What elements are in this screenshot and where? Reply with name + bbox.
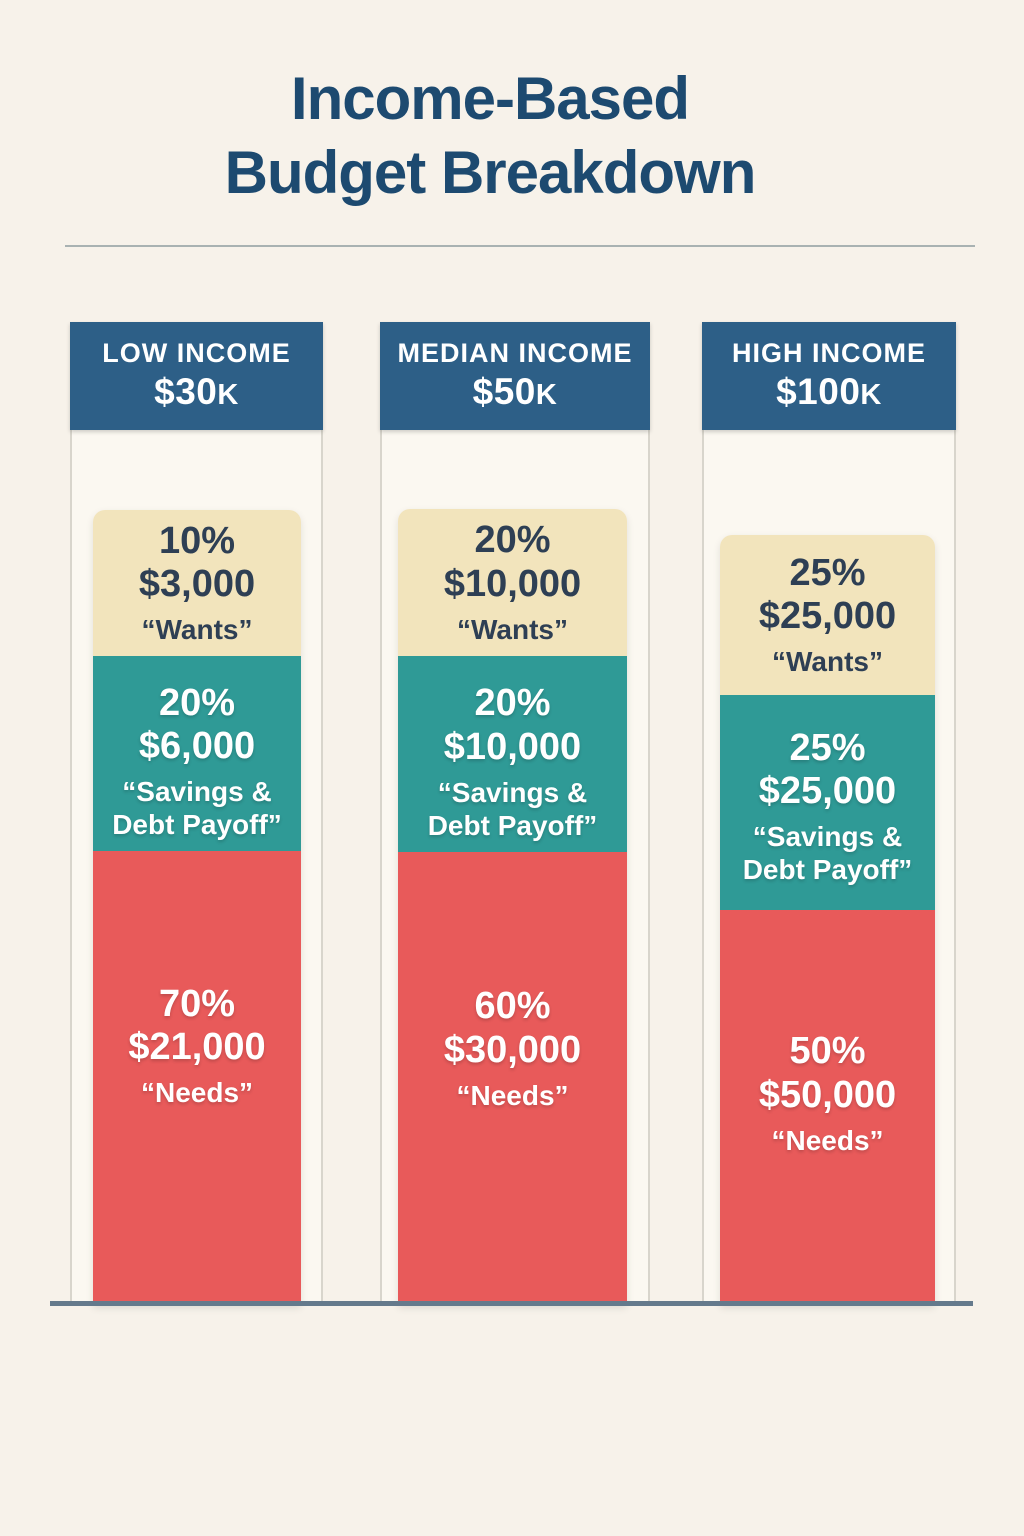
column-border-right: [648, 428, 650, 1305]
column-header-label: HIGH INCOME: [731, 338, 926, 369]
segment-label: “Needs”: [141, 1076, 253, 1109]
column-header-label: MEDIAN INCOME: [397, 338, 633, 369]
segment-label: “Wants”: [142, 613, 253, 646]
segment-text: 20% $6,000 “Savings & Debt Payoff”: [112, 682, 282, 841]
segment-text: 50% $50,000 “Needs”: [759, 1030, 896, 1156]
segment-amount: $25,000: [758, 770, 897, 813]
segment-amount: $10,000: [443, 562, 582, 605]
segment-percent: 20%: [474, 519, 551, 562]
segment-percent: 50%: [789, 1030, 866, 1073]
segment-label: “Wants”: [772, 645, 883, 678]
segment-percent: 25%: [789, 551, 866, 594]
column-header-amount-main: $100: [776, 371, 861, 412]
segment-label: “Savings & Debt Payoff”: [428, 776, 598, 842]
column-header-amount: $50K: [472, 371, 558, 413]
column-border-left: [70, 428, 72, 1305]
income-column: MEDIAN INCOME $50K 20% $10,000 “Wants” 20% $…: [380, 322, 650, 1305]
segment-text: 10% $3,000 “Wants”: [139, 520, 255, 646]
segment-amount: $3,000: [138, 563, 256, 606]
column-header-amount-suffix: K: [860, 379, 882, 411]
segment-label: “Wants”: [457, 613, 568, 646]
segment-text: 20% $10,000 “Savings & Debt Payoff”: [428, 682, 598, 841]
column-header-amount-main: $50: [472, 371, 536, 412]
segment-amount: $25,000: [758, 595, 897, 638]
segment-amount: $10,000: [443, 725, 582, 768]
column-header-amount: $30K: [154, 371, 239, 413]
segment-label: “Savings & Debt Payoff”: [112, 775, 282, 841]
segment-text: 20% $10,000 “Wants”: [444, 519, 581, 645]
segment-amount: $30,000: [443, 1028, 582, 1071]
column-header: MEDIAN INCOME $50K: [380, 322, 650, 430]
segment-label-line: “Savings &: [122, 776, 272, 808]
column-header-label: LOW INCOME: [102, 338, 291, 369]
column-border-right: [954, 428, 956, 1305]
bar-segment-needs: 50% $50,000 “Needs”: [720, 910, 935, 1305]
segment-percent: 70%: [158, 982, 236, 1025]
income-column: HIGH INCOME $100K 25% $25,000 “Wants” 25% $2…: [702, 322, 956, 1305]
page-title-line1: Income-Based: [290, 65, 690, 132]
segment-label-line: “Needs”: [456, 1079, 569, 1111]
column-header-amount-main: $30: [154, 371, 218, 412]
stacked-bar: 20% $10,000 “Wants” 20% $10,000 “Savings & Deb…: [398, 509, 627, 1305]
column-header-amount-suffix: K: [535, 379, 558, 411]
column-header-amount-suffix: K: [217, 379, 239, 411]
segment-percent: 20%: [474, 682, 551, 725]
segment-percent: 25%: [789, 726, 866, 769]
bar-segment-wants: 25% $25,000 “Wants”: [720, 535, 935, 695]
segment-amount: $50,000: [758, 1073, 897, 1116]
bar-segment-wants: 20% $10,000 “Wants”: [398, 509, 627, 656]
segment-label-line: “Needs”: [771, 1124, 884, 1156]
bar-segment-needs: 60% $30,000 “Needs”: [398, 852, 627, 1305]
bar-segment-savings: 20% $6,000 “Savings & Debt Payoff”: [93, 656, 301, 851]
segment-percent: 10%: [158, 519, 236, 562]
stacked-bar: 10% $3,000 “Wants” 20% $6,000 “Savings & Debt …: [93, 510, 301, 1305]
segment-label-line: Debt Payoff”: [742, 854, 913, 886]
bar-segment-needs: 70% $21,000 “Needs”: [93, 851, 301, 1305]
column-border-left: [380, 428, 382, 1305]
segment-label-line: Debt Payoff”: [112, 809, 282, 841]
segment-label-line: “Savings &: [437, 776, 588, 808]
bar-segment-savings: 25% $25,000 “Savings & Debt Payoff”: [720, 695, 935, 910]
column-header: HIGH INCOME $100K: [702, 322, 956, 430]
chart-baseline: [50, 1301, 973, 1306]
segment-text: 25% $25,000 “Savings & Debt Payoff”: [743, 727, 913, 886]
segment-amount: $6,000: [138, 725, 256, 768]
column-border-right: [321, 428, 323, 1305]
segment-label-line: Debt Payoff”: [427, 809, 598, 841]
segment-percent: 20%: [158, 681, 236, 724]
column-border-left: [702, 428, 704, 1305]
segment-text: 70% $21,000 “Needs”: [128, 983, 265, 1109]
page-title: Income-Based Budget Breakdown: [0, 62, 980, 210]
segment-label-line: “Savings &: [752, 821, 903, 853]
segment-text: 60% $30,000 “Needs”: [444, 985, 581, 1111]
segment-percent: 60%: [474, 985, 551, 1028]
segment-label-line: “Wants”: [457, 613, 568, 645]
segment-amount: $21,000: [128, 1026, 266, 1069]
segment-label: “Savings & Debt Payoff”: [743, 820, 913, 886]
bar-segment-savings: 20% $10,000 “Savings & Debt Payoff”: [398, 656, 627, 852]
segment-label-line: “Needs”: [140, 1077, 254, 1109]
page-title-line2: Budget Breakdown: [224, 139, 757, 206]
bar-segment-wants: 10% $3,000 “Wants”: [93, 510, 301, 656]
income-column: LOW INCOME $30K 10% $3,000 “Wants” 20% $6,00…: [70, 322, 323, 1305]
column-header-amount: $100K: [776, 371, 882, 413]
segment-label-line: “Wants”: [141, 614, 253, 646]
segment-text: 25% $25,000 “Wants”: [759, 552, 896, 678]
stacked-bar: 25% $25,000 “Wants” 25% $25,000 “Savings & Deb…: [720, 535, 935, 1305]
title-divider: [65, 245, 975, 247]
column-header: LOW INCOME $30K: [70, 322, 323, 430]
segment-label-line: “Wants”: [772, 646, 883, 678]
segment-label: “Needs”: [771, 1124, 883, 1157]
segment-label: “Needs”: [456, 1079, 568, 1112]
